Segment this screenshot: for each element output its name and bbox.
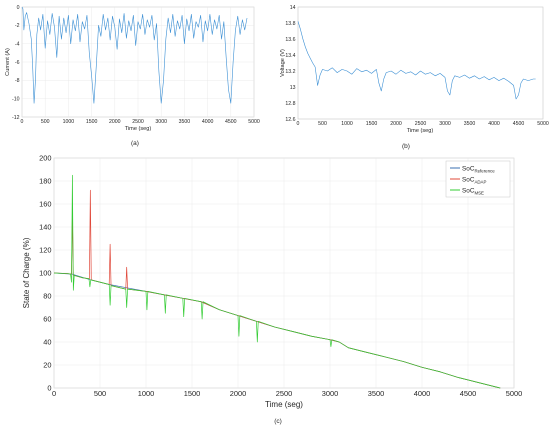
- soc-series: [53, 174, 501, 389]
- x-tick-label: 2500: [276, 389, 292, 398]
- soc-axis-ticks: 0 500 1000 1500 2000 2500 3000 3500 4000 4500 5000…: [39, 154, 522, 399]
- x-tick-label: 2500: [132, 119, 144, 125]
- y-tick-label: -6: [15, 60, 20, 66]
- x-tick-label: 5000: [506, 389, 522, 398]
- x-tick-label: 2000: [109, 119, 121, 125]
- x-tick-label: 3500: [179, 119, 191, 125]
- x-tick-label: 1500: [366, 121, 378, 127]
- y-tick-label: 140: [39, 223, 51, 232]
- y-tick-label: 14: [290, 5, 296, 11]
- soc-chart: 0 500 1000 1500 2000 2500 3000 3500 4000 4500 5000…: [22, 154, 522, 426]
- x-tick-label: 0: [21, 119, 24, 125]
- x-tick-label: 4000: [202, 119, 214, 125]
- x-tick-label: 500: [318, 121, 327, 127]
- x-tick-label: 1000: [341, 121, 353, 127]
- soc-x-axis-label: Time (seg): [265, 400, 303, 409]
- current-axis-ticks: 0 500 1000 1500 2000 2500 3000 3500 4000 4500 5000…: [12, 5, 260, 125]
- y-tick-label: 180: [39, 177, 51, 186]
- y-tick-label: 160: [39, 200, 51, 209]
- panel-label-b: (b): [402, 143, 410, 150]
- y-tick-label: -12: [12, 115, 20, 121]
- x-tick-label: 2500: [415, 121, 427, 127]
- x-tick-label: 2000: [390, 121, 402, 127]
- x-tick-label: 4500: [460, 389, 476, 398]
- y-tick-label: 60: [43, 315, 51, 324]
- x-tick-label: 4500: [513, 121, 525, 127]
- x-tick-label: 1500: [86, 119, 98, 125]
- y-tick-label: -10: [12, 96, 20, 102]
- x-tick-label: 2000: [230, 389, 246, 398]
- y-tick-label: 13.8: [285, 21, 295, 27]
- y-tick-label: 13.4: [285, 53, 295, 59]
- y-tick-label: 13.6: [285, 37, 295, 43]
- y-tick-label: 13.2: [285, 69, 295, 75]
- y-tick-label: -2: [15, 23, 20, 29]
- x-tick-label: 1000: [138, 389, 154, 398]
- current-chart: 0 500 1000 1500 2000 2500 3000 3500 4000 4500 5000…: [5, 5, 260, 147]
- voltage-x-axis-label: Time (seg): [407, 128, 434, 134]
- x-tick-label: 1500: [184, 389, 200, 398]
- x-tick-label: 3500: [464, 121, 476, 127]
- x-tick-label: 4500: [225, 119, 237, 125]
- legend-label-reference: SoCReference: [462, 166, 495, 174]
- panel-label-c: (c): [274, 418, 282, 425]
- y-tick-label: 80: [43, 292, 51, 301]
- y-tick-label: 20: [43, 361, 51, 370]
- y-tick-label: 100: [39, 269, 51, 278]
- x-tick-label: 500: [41, 119, 50, 125]
- x-tick-label: 3000: [155, 119, 167, 125]
- current-x-axis-label: Time (seg): [125, 126, 152, 132]
- legend-label-adap: SoCADAP: [462, 177, 486, 185]
- current-grid: [21, 6, 255, 118]
- x-tick-label: 0: [297, 121, 300, 127]
- current-series: [21, 6, 248, 104]
- current-y-axis-label: Current (A): [5, 48, 11, 76]
- voltage-plot-area: [297, 6, 544, 120]
- y-tick-label: 120: [39, 246, 51, 255]
- y-tick-label: 40: [43, 338, 51, 347]
- x-tick-label: 3000: [439, 121, 451, 127]
- voltage-chart: 0 500 1000 1500 2000 2500 3000 3500 4000 4500 5000…: [280, 5, 549, 150]
- y-tick-label: 12.6: [285, 117, 295, 123]
- y-tick-label: 13: [290, 85, 296, 91]
- voltage-series: [297, 21, 536, 100]
- x-tick-label: 3500: [368, 389, 384, 398]
- y-tick-label: -4: [15, 41, 20, 47]
- y-tick-label: 12.8: [285, 101, 295, 107]
- x-tick-label: 4000: [414, 389, 430, 398]
- soc-y-axis-label: State of Charge (%): [22, 237, 31, 308]
- y-tick-label: -8: [15, 78, 20, 84]
- x-tick-label: 5000: [537, 121, 549, 127]
- series-line-a-0: [21, 6, 248, 104]
- legend-label-mse: SoCMSE: [462, 188, 484, 196]
- x-tick-label: 500: [94, 389, 106, 398]
- y-tick-label: 0: [47, 384, 51, 393]
- series-line-c-2: [53, 174, 501, 389]
- x-tick-label: 5000: [248, 119, 260, 125]
- x-tick-label: 3000: [322, 389, 338, 398]
- y-tick-label: 0: [17, 5, 20, 11]
- soc-grid: [53, 157, 515, 389]
- voltage-axis-ticks: 0 500 1000 1500 2000 2500 3000 3500 4000 4500 5000…: [285, 5, 548, 127]
- y-tick-label: 200: [39, 154, 51, 163]
- soc-legend: SoCReference SoCADAP SoCMSE: [445, 160, 511, 198]
- voltage-y-axis-label: Voltage (V): [280, 49, 286, 77]
- series-line-b-0: [297, 21, 536, 100]
- x-tick-label: 1000: [63, 119, 75, 125]
- panel-label-a: (a): [131, 140, 139, 147]
- x-tick-label: 4000: [488, 121, 500, 127]
- x-tick-label: 0: [52, 389, 56, 398]
